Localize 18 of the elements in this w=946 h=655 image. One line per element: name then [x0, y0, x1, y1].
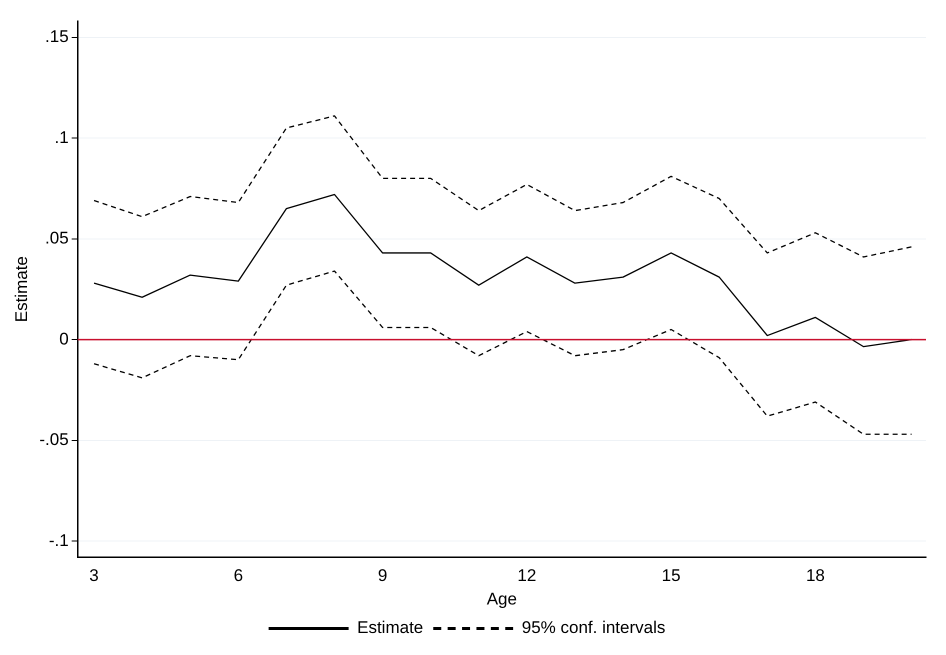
x-tick-label: 3 [89, 566, 99, 586]
x-tick-label: 9 [378, 566, 388, 586]
legend-label: 95% conf. intervals [522, 618, 666, 638]
y-tick-label: .15 [45, 27, 69, 46]
y-tick-label: .1 [54, 128, 69, 147]
y-tick-label: -.05 [39, 430, 69, 450]
x-tick-label: 15 [662, 566, 681, 586]
line-series [93, 270, 912, 435]
line-series [93, 115, 912, 258]
x-tick-label: 12 [517, 566, 536, 586]
x-axis-title: Age [486, 589, 517, 608]
y-axis-title: Estimate [12, 256, 31, 322]
y-tick-label: -.1 [48, 530, 69, 550]
y-tick-label: .05 [45, 228, 69, 248]
legend-label: Estimate [357, 618, 424, 638]
y-tick-label: 0 [59, 329, 69, 348]
x-tick-label: 18 [806, 566, 825, 586]
x-tick-label: 6 [234, 566, 244, 586]
